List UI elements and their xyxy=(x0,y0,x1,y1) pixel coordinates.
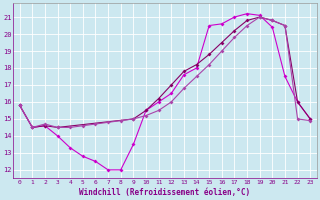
X-axis label: Windchill (Refroidissement éolien,°C): Windchill (Refroidissement éolien,°C) xyxy=(79,188,251,197)
